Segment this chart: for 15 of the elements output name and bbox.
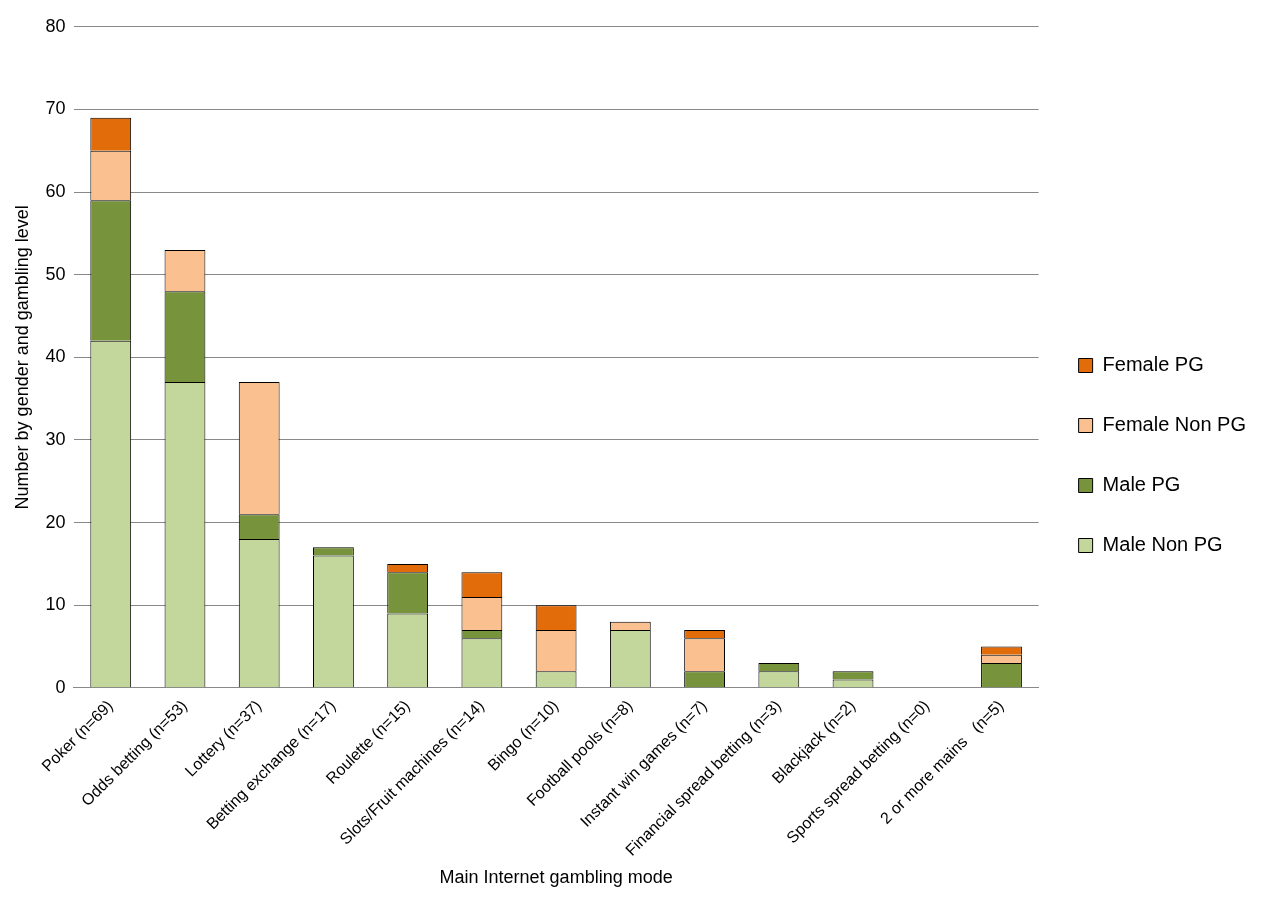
y-tick-label: 0 [55,676,66,697]
y-axis-title: Number by gender and gambling level [11,205,32,510]
legend-label: Male Non PG [1102,533,1223,556]
y-tick-label: 20 [45,511,66,532]
y-tick-label: 40 [45,346,66,367]
y-tick-label: 30 [45,428,66,449]
x-axis-title: Main Internet gambling mode [439,867,673,888]
y-tick-label: 60 [45,181,66,202]
y-tick-label: 80 [45,15,66,36]
legend-label: Female PG [1102,353,1204,376]
y-tick-label: 50 [45,263,66,284]
legend-label: Female Non PG [1102,413,1246,436]
y-tick-label: 10 [45,594,66,615]
legend-label: Male PG [1102,473,1181,496]
y-tick-label: 70 [45,98,66,119]
